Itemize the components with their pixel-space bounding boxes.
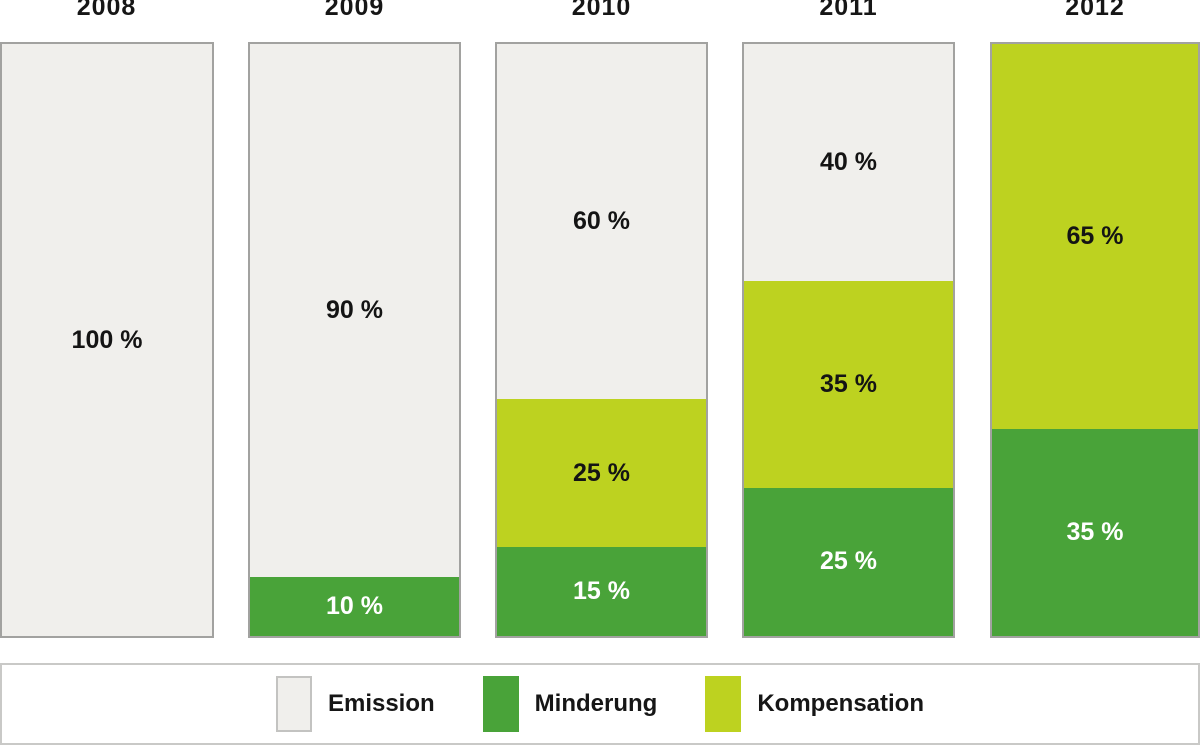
year-label-2008: 2008 bbox=[76, 0, 137, 21]
bar-2012: 65 % 35 % bbox=[990, 42, 1200, 638]
segment-kompensation: 35 % bbox=[744, 280, 953, 488]
segment-emission: 60 % bbox=[497, 44, 706, 400]
segment-value-label: 35 % bbox=[820, 369, 877, 398]
legend-item-emission: Emission bbox=[275, 676, 435, 732]
minderung-swatch-icon bbox=[482, 676, 519, 732]
segment-value-label: 60 % bbox=[573, 207, 630, 236]
segment-value-label: 15 % bbox=[573, 577, 630, 606]
segment-minderung: 25 % bbox=[744, 487, 953, 636]
segment-value-label: 65 % bbox=[1066, 221, 1124, 250]
legend-label: Kompensation bbox=[757, 690, 925, 717]
segment-emission: 90 % bbox=[250, 44, 459, 577]
bar-2011: 40 % 35 % 25 % bbox=[742, 42, 955, 638]
legend-item-kompensation: Kompensation bbox=[705, 676, 924, 732]
year-label-2011: 2011 bbox=[819, 0, 878, 21]
segment-kompensation: 25 % bbox=[497, 399, 706, 548]
year-label-2012: 2012 bbox=[1065, 0, 1125, 21]
segment-value-label: 35 % bbox=[1066, 517, 1124, 546]
emission-swatch-icon bbox=[275, 676, 312, 732]
segment-minderung: 10 % bbox=[250, 576, 459, 636]
segment-minderung: 35 % bbox=[992, 428, 1198, 636]
year-label-2010: 2010 bbox=[571, 0, 632, 21]
segment-kompensation: 65 % bbox=[992, 44, 1198, 429]
kompensation-swatch-icon bbox=[705, 676, 742, 732]
bar-2010: 60 % 25 % 15 % bbox=[495, 42, 708, 638]
legend-label: Minderung bbox=[534, 690, 658, 717]
chart-area: 100 % 90 % 10 % 60 % 25 % 15 % 40 % 35 %… bbox=[0, 42, 1200, 638]
segment-minderung: 15 % bbox=[497, 547, 706, 636]
legend: Emission Minderung Kompensation bbox=[0, 663, 1200, 745]
bar-2008: 100 % bbox=[0, 42, 214, 638]
segment-emission: 40 % bbox=[744, 44, 953, 281]
segment-value-label: 40 % bbox=[820, 147, 877, 176]
segment-value-label: 10 % bbox=[326, 591, 383, 620]
segment-emission: 100 % bbox=[2, 44, 212, 636]
legend-item-minderung: Minderung bbox=[482, 676, 658, 732]
segment-value-label: 100 % bbox=[71, 325, 143, 354]
segment-value-label: 90 % bbox=[326, 295, 383, 324]
segment-value-label: 25 % bbox=[573, 458, 630, 487]
bar-2009: 90 % 10 % bbox=[248, 42, 461, 638]
year-label-2009: 2009 bbox=[324, 0, 385, 21]
legend-label: Emission bbox=[327, 690, 435, 717]
segment-value-label: 25 % bbox=[820, 547, 877, 576]
